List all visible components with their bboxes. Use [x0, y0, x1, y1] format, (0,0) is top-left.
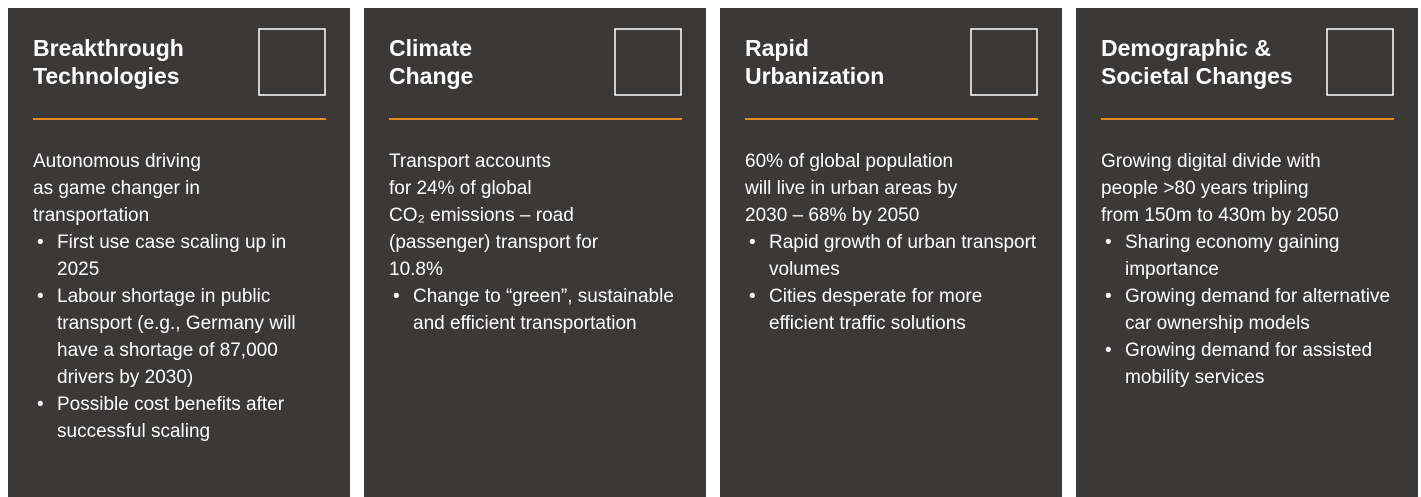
- bullet-list: Sharing economy gaining importanceGrowin…: [1101, 229, 1394, 391]
- bullet-item: Cities desperate for more efficient traf…: [745, 283, 1038, 337]
- bullet-list: Rapid growth of urban transport volumesC…: [745, 229, 1038, 337]
- bullet-list: First use case scaling up in 2025Labour …: [33, 229, 326, 445]
- bullet-item: Rapid growth of urban transport volumes: [745, 229, 1038, 283]
- bullet-item: Change to “green”, sustainable and effic…: [389, 283, 682, 337]
- bullet-item: Possible cost benefits after successful …: [33, 391, 326, 445]
- card-icon: [614, 28, 682, 96]
- card-title: Breakthrough Technologies: [33, 35, 184, 89]
- card-intro: Autonomous driving as game changer in tr…: [33, 151, 201, 226]
- divider: [1101, 118, 1394, 120]
- card: Breakthrough Technologies Autonomous driv…: [8, 8, 350, 497]
- card-icon: [1326, 28, 1394, 96]
- divider: [389, 118, 682, 120]
- card: Climate Change Transport accounts for 24%…: [364, 8, 706, 497]
- card-intro: 60% of global population will live in ur…: [745, 151, 958, 226]
- bullet-item: Sharing economy gaining importance: [1101, 229, 1394, 283]
- card-title: Demographic & Societal Changes: [1101, 35, 1293, 89]
- bullet-item: Growing demand for alternative car owner…: [1101, 283, 1394, 337]
- card-icon: [258, 28, 326, 96]
- bullet-item: Labour shortage in public transport (e.g…: [33, 283, 326, 391]
- card: Demographic & Societal Changes Growing di…: [1076, 8, 1418, 497]
- bullet-item: First use case scaling up in 2025: [33, 229, 326, 283]
- bullet-list: Change to “green”, sustainable and effic…: [389, 283, 682, 337]
- divider: [33, 118, 326, 120]
- card-icon: [970, 28, 1038, 96]
- card-intro: Transport accounts for 24% of global CO₂…: [389, 151, 599, 280]
- card-title: Climate Change: [389, 35, 474, 89]
- card-intro: Growing digital divide with people >80 y…: [1101, 151, 1339, 226]
- card-title: Rapid Urbanization: [745, 35, 885, 89]
- card: Rapid Urbanization 60% of global populati…: [720, 8, 1062, 497]
- divider: [745, 118, 1038, 120]
- bullet-item: Growing demand for assisted mobility ser…: [1101, 337, 1394, 391]
